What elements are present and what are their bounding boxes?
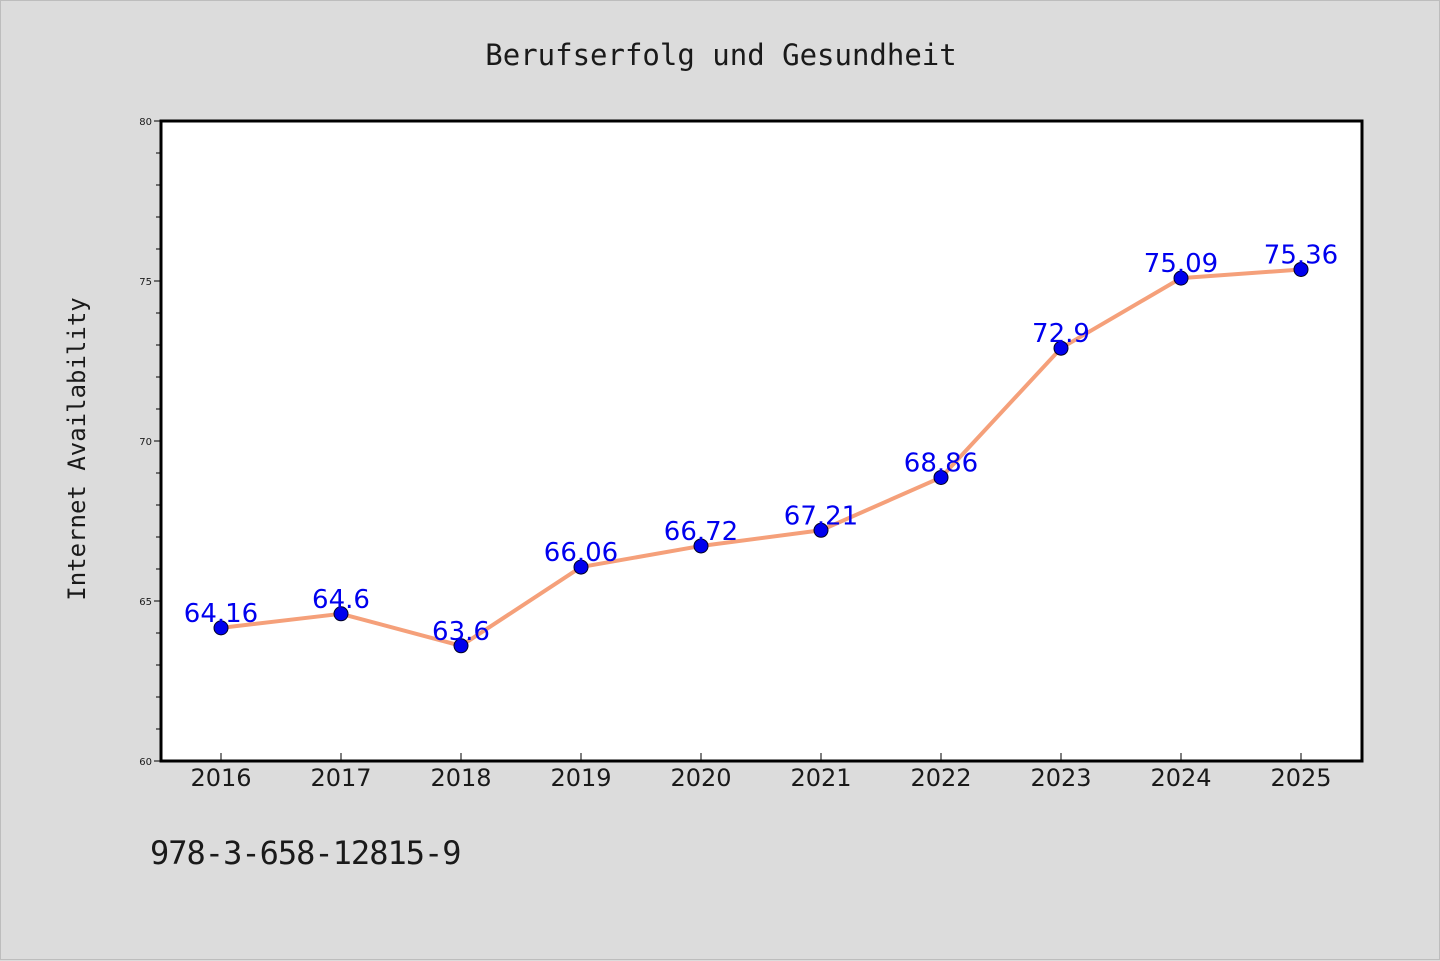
data-point bbox=[1293, 261, 1309, 277]
data-label: 66.72 bbox=[664, 517, 738, 547]
data-label: 63.6 bbox=[432, 617, 490, 647]
y-tick-label: 80 bbox=[139, 117, 152, 128]
y-tick-label: 75 bbox=[139, 277, 152, 288]
x-tick-label: 2022 bbox=[910, 764, 971, 792]
data-label: 67.21 bbox=[784, 501, 858, 531]
data-point bbox=[573, 559, 589, 575]
x-tick-label: 2019 bbox=[550, 764, 611, 792]
y-axis-label: Internet Availability bbox=[63, 297, 91, 600]
data-point bbox=[813, 522, 829, 538]
data-point bbox=[1173, 270, 1189, 286]
y-tick-label: 65 bbox=[139, 597, 152, 608]
series-line-path bbox=[219, 267, 1303, 648]
x-tick-label: 2021 bbox=[790, 764, 851, 792]
data-markers bbox=[213, 261, 1309, 654]
y-axis-ticks: 60 65 70 75 80 bbox=[139, 117, 161, 768]
y-tick-label: 60 bbox=[139, 757, 152, 768]
data-point bbox=[933, 469, 949, 485]
x-tick-label: 2024 bbox=[1150, 764, 1211, 792]
x-tick-label: 2025 bbox=[1270, 764, 1331, 792]
data-label: 75.36 bbox=[1264, 240, 1338, 270]
data-label: 66.06 bbox=[544, 538, 618, 568]
data-point bbox=[333, 606, 349, 622]
data-labels: 64.16 64.6 63.6 66.06 66.72 67.21 68.86 72.9 75.… bbox=[184, 240, 1338, 646]
data-label: 68.86 bbox=[904, 448, 978, 478]
data-point bbox=[453, 638, 469, 654]
x-tick-label: 2023 bbox=[1030, 764, 1091, 792]
x-tick-label: 2020 bbox=[670, 764, 731, 792]
data-label: 72.9 bbox=[1032, 319, 1090, 349]
x-axis-ticks: 2016 2017 2018 2019 2020 2021 2022 2023 2024 2025 bbox=[190, 753, 1332, 792]
data-label: 75.09 bbox=[1144, 249, 1218, 279]
y-tick-label: 70 bbox=[139, 437, 152, 448]
data-point bbox=[213, 620, 229, 636]
x-tick-label: 2016 bbox=[190, 764, 251, 792]
data-label: 64.6 bbox=[312, 585, 370, 615]
data-point bbox=[1053, 340, 1069, 356]
series-line bbox=[219, 267, 1303, 648]
data-label: 64.16 bbox=[184, 599, 258, 629]
chart-title: Berufserfolg und Gesundheit bbox=[485, 38, 956, 72]
x-tick-label: 2018 bbox=[430, 764, 491, 792]
data-point bbox=[693, 538, 709, 554]
x-tick-label: 2017 bbox=[310, 764, 371, 792]
plot-area bbox=[159, 119, 1364, 763]
isbn-code: 978-3-658-12815-9 bbox=[150, 834, 462, 872]
